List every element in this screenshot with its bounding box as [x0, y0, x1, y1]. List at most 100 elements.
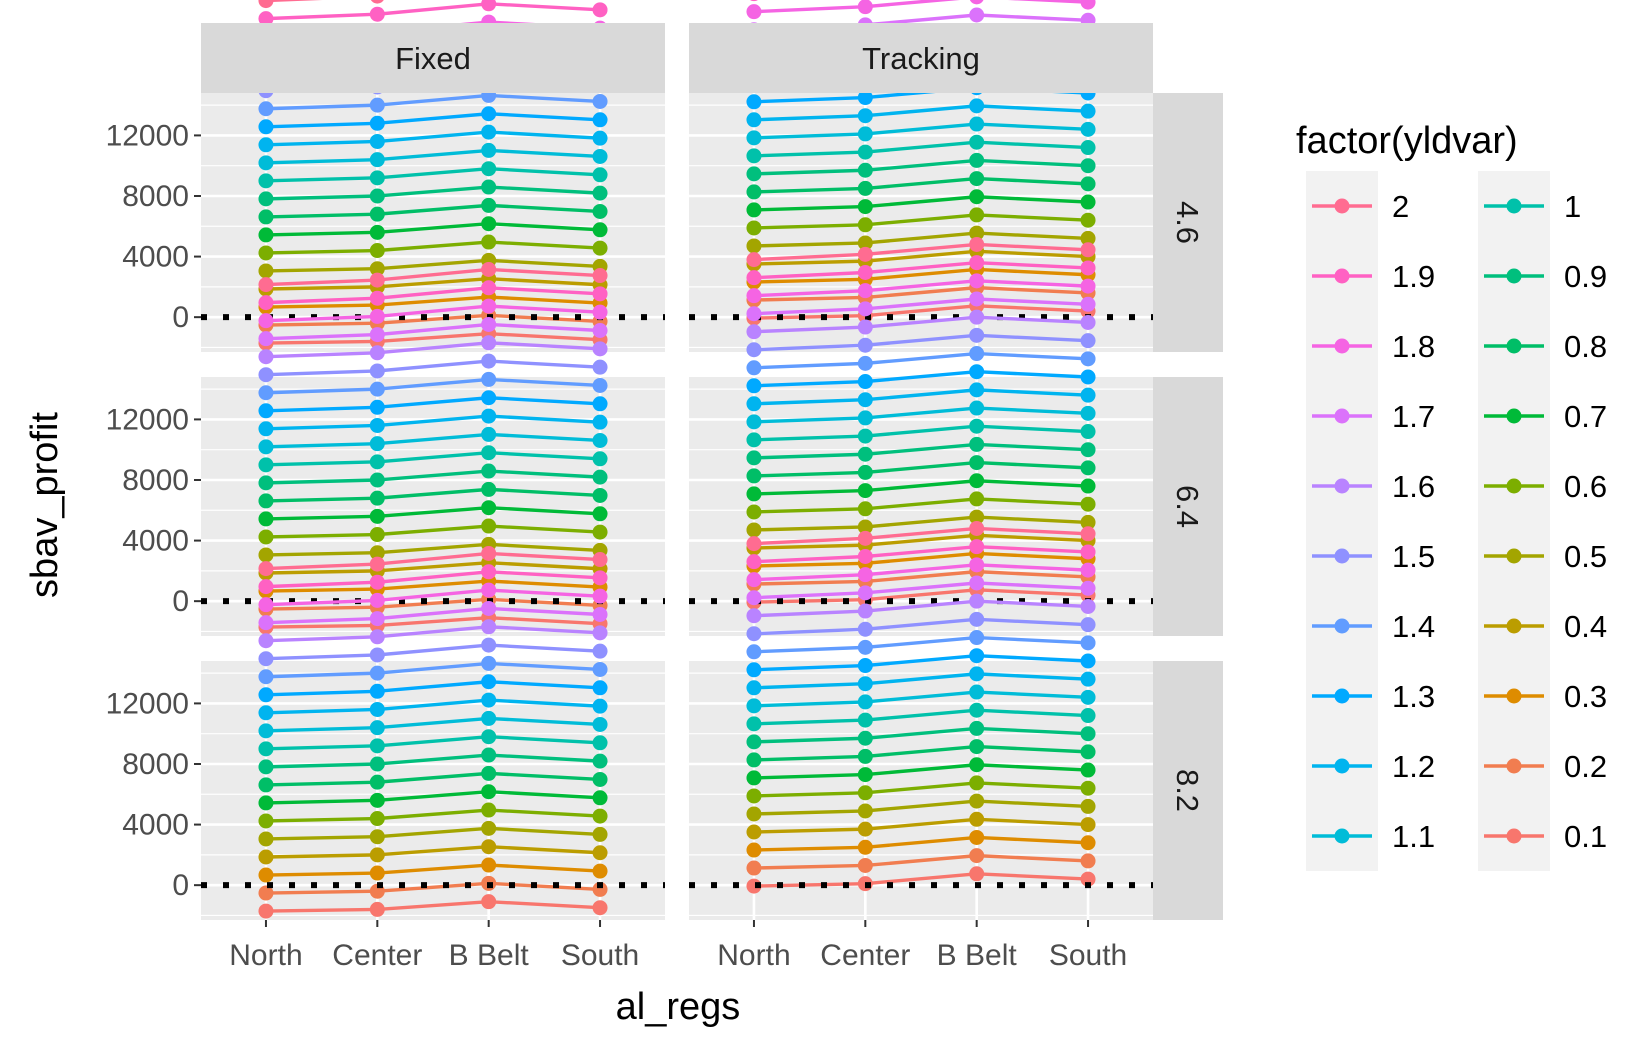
- data-point-1.2: [1080, 387, 1096, 403]
- data-point-1: [969, 702, 985, 718]
- y-tick-label: 4000: [122, 241, 189, 274]
- data-point-1.3: [746, 662, 762, 678]
- data-point-1.8: [258, 313, 274, 329]
- series-line-0.5: [265, 542, 601, 557]
- series-line-2: [265, 0, 323, 3]
- column-strip: [689, 23, 1153, 93]
- series-line-0.7: [753, 763, 1089, 780]
- data-point-1.3: [592, 112, 608, 128]
- data-point-1.7: [592, 323, 608, 339]
- legend-key-point: [1334, 828, 1350, 844]
- data-point-0.5: [969, 225, 985, 241]
- row-strip-label: 8.2: [1170, 769, 1205, 812]
- series-line-2: [265, 551, 601, 571]
- data-point-1.2: [1080, 671, 1096, 687]
- data-point-0.2: [592, 881, 608, 897]
- data-point-1.3: [746, 94, 762, 110]
- data-point-1.1: [1080, 405, 1096, 421]
- series-line-1.8: [753, 279, 1089, 298]
- data-point-2: [857, 530, 873, 546]
- data-point-0.9: [258, 191, 274, 207]
- legend-label: 2: [1392, 189, 1409, 224]
- data-point-0.1: [258, 903, 274, 919]
- data-point-0.6: [369, 243, 385, 259]
- data-point-1.8: [369, 308, 385, 324]
- data-point-1.9: [258, 295, 274, 311]
- data-point-0.8: [258, 493, 274, 509]
- data-point-0.7: [746, 770, 762, 786]
- data-point-1.5: [1080, 333, 1096, 349]
- data-point-1: [857, 428, 873, 444]
- legend-item-0.1: 0.1: [1478, 801, 1607, 871]
- series-line-0.8: [753, 744, 1089, 762]
- data-point-1.2: [592, 130, 608, 146]
- data-point-0.6: [746, 504, 762, 520]
- data-point-1.8: [592, 304, 608, 320]
- data-point-0.2: [258, 885, 274, 901]
- series-line-0.4: [753, 533, 1089, 550]
- legend: factor(yldvar) 2 1.9 1.8 1.7 1.6 1.5 1.4 1.3 1.2…: [1296, 120, 1607, 871]
- data-point-1.9: [481, 564, 497, 580]
- data-point-0.8: [481, 765, 497, 781]
- legend-item-0.4: 0.4: [1478, 591, 1607, 661]
- data-point-0.9: [369, 472, 385, 488]
- data-point-1.6: [857, 603, 873, 619]
- data-point-2: [258, 561, 274, 577]
- data-point-1.5: [857, 337, 873, 353]
- legend-label: 0.9: [1564, 259, 1607, 294]
- data-point-1: [746, 148, 762, 164]
- data-point-1.4: [1080, 635, 1096, 651]
- data-point-1.8: [969, 273, 985, 289]
- data-point-1.7: [857, 585, 873, 601]
- series-line-0.6: [265, 524, 601, 539]
- data-point-1.1: [857, 410, 873, 426]
- series-line-1.9: [265, 570, 601, 589]
- data-point-1.6: [369, 629, 385, 645]
- series-line-0.6: [265, 808, 601, 823]
- legend-item-1.8: 1.8: [1306, 311, 1435, 381]
- series-line-1: [265, 167, 601, 183]
- data-point-2: [1080, 526, 1096, 542]
- facet-panels: [201, 0, 1153, 920]
- data-point-0.9: [592, 753, 608, 769]
- data-point-0.5: [1080, 798, 1096, 814]
- data-point-1.1: [369, 436, 385, 452]
- data-point-0.5: [369, 545, 385, 561]
- series-line-1.3: [753, 369, 1089, 388]
- series-line-0.8: [753, 460, 1089, 478]
- column-strip-label: Fixed: [395, 41, 471, 76]
- legend-label: 1.7: [1392, 399, 1435, 434]
- series-line-0.6: [753, 213, 1089, 230]
- data-point-1.5: [592, 643, 608, 659]
- data-point-1: [1080, 140, 1096, 156]
- data-point-1.7: [969, 575, 985, 591]
- data-point-1.9: [857, 264, 873, 280]
- data-point-0.9: [481, 747, 497, 763]
- series-line-0.9: [753, 726, 1089, 744]
- series-line-0.7: [265, 506, 601, 521]
- data-point-0.9: [1080, 726, 1096, 742]
- series-line-1.5: [265, 359, 601, 377]
- series-line-0.5: [265, 258, 601, 273]
- data-point-1.9: [1080, 544, 1096, 560]
- legend-key-point: [1334, 548, 1350, 564]
- data-point-0.5: [746, 522, 762, 538]
- data-point-0.3: [857, 839, 873, 855]
- data-point-1.9: [857, 548, 873, 564]
- series-line-0.3: [265, 295, 601, 309]
- data-point-2: [969, 236, 985, 252]
- data-point-0.7: [369, 792, 385, 808]
- data-point-1.2: [969, 666, 985, 682]
- data-point-1.6: [481, 335, 497, 351]
- data-point-2: [857, 246, 873, 262]
- data-point-0.6: [592, 524, 608, 540]
- data-point-1.3: [1080, 369, 1096, 385]
- data-point-1.5: [857, 621, 873, 637]
- series-line-0.9: [265, 185, 601, 201]
- data-point-0.9: [258, 475, 274, 491]
- data-point-0.6: [592, 240, 608, 256]
- data-point-1.7: [481, 316, 497, 332]
- x-tick-label: South: [561, 939, 639, 972]
- data-point-0.6: [481, 802, 497, 818]
- series-line-1.2: [265, 414, 601, 431]
